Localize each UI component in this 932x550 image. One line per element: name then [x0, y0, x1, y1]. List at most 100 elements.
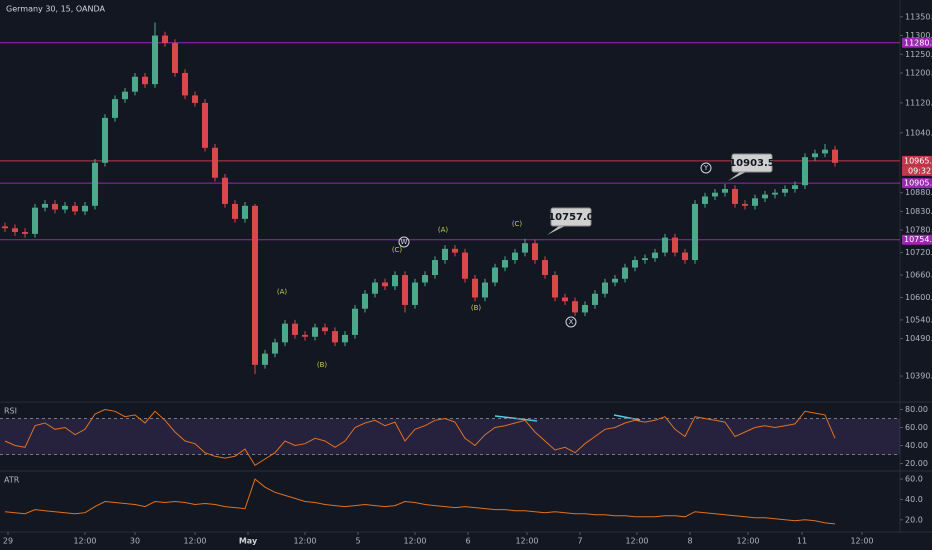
candle-body [262, 353, 268, 365]
candle-body [642, 258, 648, 261]
candle-body [582, 304, 588, 313]
candle-body [352, 308, 358, 335]
candle-body [502, 260, 508, 268]
candle-body [722, 188, 728, 193]
candle-body [232, 203, 238, 219]
y-tick-label: 11120.0 [905, 98, 932, 107]
x-tick-label: 12:00 [515, 537, 538, 546]
candle-body [142, 76, 148, 85]
candle-body [182, 72, 188, 96]
level-price-label: 10754.3 [904, 235, 932, 244]
candle-body [562, 297, 568, 302]
wave-label: (C) [392, 246, 403, 254]
candle-body [312, 327, 318, 337]
callout-label: 10903.5 [729, 158, 775, 169]
candle-body [422, 275, 428, 283]
y-tick-label: 60.0 [905, 475, 923, 484]
candle-body [72, 205, 78, 212]
candle-body [432, 260, 438, 276]
indicator-line [4, 478, 836, 525]
wave-label: W [401, 238, 408, 246]
level-price-box [902, 37, 932, 48]
y-tick-label: 10540.0 [905, 315, 932, 324]
y-tick-label: 10600.0 [905, 293, 932, 302]
candle-body [632, 260, 638, 268]
y-tick-label: 80.00 [905, 405, 928, 414]
candle-body [762, 194, 768, 199]
level-price-box [902, 178, 932, 189]
countdown-box [902, 165, 932, 176]
x-tick-label: 12:00 [183, 537, 206, 546]
countdown-label: 09:32 [908, 166, 931, 175]
level-price-label: 11280.6 [904, 38, 932, 47]
candle-body [362, 293, 368, 309]
y-tick-label: 10490.0 [905, 334, 932, 343]
x-tick-label: 29 [3, 537, 13, 546]
callout-label: 10757.0 [548, 212, 594, 223]
candle-body [202, 102, 208, 148]
candle-body [752, 198, 758, 206]
wave-label: X [569, 318, 574, 326]
y-tick-label: 10780.0 [905, 226, 932, 235]
candle-body [612, 278, 618, 283]
pane-title: RSI [4, 407, 17, 416]
candle-body [662, 237, 668, 253]
callout-pointer [728, 172, 746, 181]
level-price-label: 10965.2 [904, 156, 932, 165]
y-tick-label: 20.00 [905, 459, 928, 468]
candle-body [12, 228, 18, 232]
candle-body [22, 231, 28, 234]
candle-body [102, 117, 108, 163]
candle-body [42, 203, 48, 208]
candle-body [322, 327, 328, 332]
candle-body [672, 237, 678, 253]
y-tick-label: 20.0 [905, 515, 923, 524]
candle-body [622, 267, 628, 279]
y-tick-label: 11040.0 [905, 128, 932, 137]
candle-body [782, 188, 788, 193]
y-tick-label: 11300.0 [905, 31, 932, 40]
wave-label: (B) [317, 361, 328, 369]
wave-label: Y [703, 164, 709, 172]
y-tick-label: 10660.0 [905, 271, 932, 280]
candle-body [392, 275, 398, 287]
candle-body [792, 185, 798, 189]
candle-body [172, 43, 178, 73]
candle-body [62, 205, 68, 210]
callout-box [550, 207, 592, 227]
candle-body [162, 35, 168, 44]
candle-body [382, 282, 388, 287]
candle-body [572, 301, 578, 313]
candle-body [452, 248, 458, 253]
candle-body [2, 226, 8, 229]
candle-body [652, 252, 658, 259]
candle-body [222, 177, 228, 204]
candle-body [822, 149, 828, 154]
wave-label: (A) [277, 288, 288, 296]
x-tick-label: 7 [577, 537, 582, 546]
x-tick-label: May [239, 537, 258, 546]
y-tick-label: 11200.0 [905, 68, 932, 77]
x-tick-label: 12:00 [403, 537, 426, 546]
candle-body [52, 203, 58, 210]
candle-body [732, 188, 738, 204]
candle-body [152, 35, 158, 85]
candle-body [462, 252, 468, 279]
candle-body [342, 334, 348, 343]
y-tick-label: 10720.0 [905, 248, 932, 257]
candle-body [272, 342, 278, 354]
x-tick-label: 30 [130, 537, 140, 546]
candle-body [592, 293, 598, 305]
y-tick-label: 11250.0 [905, 50, 932, 59]
candle-body [532, 243, 538, 261]
y-tick-label: 60.00 [905, 423, 928, 432]
candle-body [692, 203, 698, 261]
candle-body [522, 243, 528, 253]
pane-title: ATR [4, 476, 20, 485]
x-tick-label: 11 [797, 537, 807, 546]
wave-label: (C) [512, 220, 523, 228]
x-tick-label: 6 [465, 537, 470, 546]
wave-circle [565, 316, 577, 328]
candle-body [372, 282, 378, 294]
